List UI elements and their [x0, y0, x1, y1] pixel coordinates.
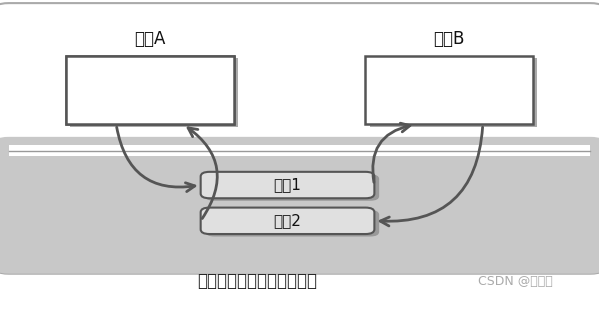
FancyBboxPatch shape: [201, 172, 374, 198]
FancyBboxPatch shape: [201, 208, 374, 234]
FancyArrowPatch shape: [117, 127, 195, 192]
FancyArrowPatch shape: [373, 123, 410, 182]
FancyBboxPatch shape: [370, 58, 537, 127]
Bar: [9, 145, 590, 156]
Text: CSDN @白晨星: CSDN @白晨星: [478, 275, 552, 288]
Text: 利用两个管道实现双向通信: 利用两个管道实现双向通信: [198, 272, 317, 290]
FancyBboxPatch shape: [205, 210, 379, 236]
FancyBboxPatch shape: [205, 174, 379, 201]
FancyArrowPatch shape: [188, 128, 217, 219]
Text: 管道2: 管道2: [274, 213, 301, 228]
FancyArrowPatch shape: [380, 127, 483, 226]
FancyBboxPatch shape: [70, 58, 238, 127]
FancyBboxPatch shape: [0, 3, 599, 274]
FancyBboxPatch shape: [66, 56, 234, 124]
Text: 进程B: 进程B: [434, 30, 465, 48]
Text: 管道1: 管道1: [274, 178, 301, 193]
FancyBboxPatch shape: [0, 137, 599, 274]
Text: 进程A: 进程A: [134, 30, 165, 48]
FancyBboxPatch shape: [66, 56, 234, 124]
FancyBboxPatch shape: [365, 56, 533, 124]
